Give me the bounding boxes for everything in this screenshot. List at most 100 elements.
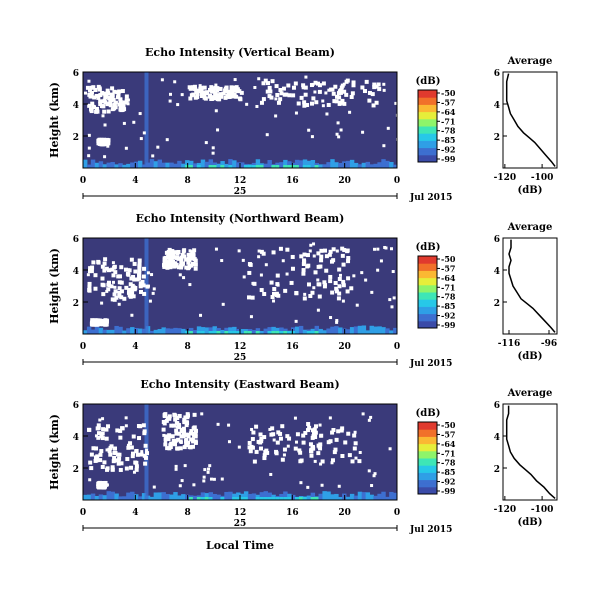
missing-cell <box>96 483 101 488</box>
missing-cell <box>192 412 197 417</box>
average-profile: Average 2 4 6 -116 -96 (dB) <box>494 222 558 362</box>
echo-cell <box>122 330 127 334</box>
echo-cell <box>334 493 339 500</box>
profile-line <box>505 73 556 167</box>
echo-cell <box>287 331 292 334</box>
missing-cell <box>269 432 274 437</box>
missing-cell <box>186 260 191 265</box>
missing-cell <box>142 291 147 296</box>
missing-cell <box>105 289 109 293</box>
missing-cell <box>87 288 92 293</box>
missing-cell <box>372 85 377 90</box>
echo-cell <box>196 497 202 500</box>
x-tick-label: 16 <box>286 342 299 352</box>
echo-cell <box>330 326 335 334</box>
missing-cell <box>361 412 365 416</box>
missing-cell <box>128 290 132 294</box>
missing-cell <box>107 96 112 101</box>
echo-cell <box>114 493 119 500</box>
echo-cell <box>385 328 390 334</box>
missing-cell <box>137 436 142 441</box>
missing-cell <box>189 429 194 434</box>
missing-cell <box>354 456 358 460</box>
missing-cell <box>350 459 355 464</box>
missing-cell <box>308 249 312 253</box>
missing-cell <box>334 286 339 291</box>
colorbar-cell <box>418 158 437 161</box>
colorbar-cell <box>418 288 437 291</box>
missing-cell <box>328 249 333 254</box>
colorbar-cell <box>418 450 437 454</box>
average-profile: Average 2 4 6 -120 -100 (dB) <box>494 388 558 528</box>
missing-cell <box>373 472 377 476</box>
echo-cell <box>279 327 284 334</box>
missing-cell <box>100 276 105 281</box>
missing-cell <box>293 416 297 420</box>
echo-cell <box>291 327 296 334</box>
profile-y-tick-label: 4 <box>494 101 500 111</box>
echo-cell <box>236 497 241 500</box>
missing-cell <box>102 261 107 266</box>
missing-cell <box>333 447 338 452</box>
missing-cell <box>130 313 134 317</box>
x-tick-label: 0 <box>80 176 86 186</box>
missing-cell <box>301 261 306 266</box>
missing-cell <box>318 423 322 427</box>
echo-cell <box>240 162 245 168</box>
echo-cell <box>220 329 225 334</box>
missing-cell <box>357 459 362 464</box>
missing-cell <box>330 290 335 295</box>
missing-cell <box>285 272 289 276</box>
missing-cell <box>131 294 136 299</box>
missing-cell <box>328 416 332 420</box>
missing-cell <box>272 299 276 303</box>
missing-cell <box>262 456 267 461</box>
echo-cell <box>134 161 139 168</box>
colorbar-cell <box>418 429 437 432</box>
colorbar-cell <box>418 149 437 152</box>
missing-cell <box>352 433 357 438</box>
profile-y-tick-label: 4 <box>494 267 500 277</box>
missing-cell <box>336 296 341 301</box>
missing-cell <box>185 443 190 448</box>
missing-cell <box>332 99 337 104</box>
missing-cell <box>101 114 105 118</box>
colorbar-cell <box>418 302 437 306</box>
echo-cell <box>310 331 316 334</box>
missing-cell <box>141 274 146 279</box>
missing-cell <box>210 86 215 91</box>
missing-cell <box>330 430 335 435</box>
echo-cell <box>318 164 323 168</box>
missing-cell <box>258 432 263 437</box>
missing-cell <box>96 95 101 100</box>
missing-cell <box>163 255 168 260</box>
missing-cell <box>271 250 276 255</box>
colorbar-cell <box>418 465 437 468</box>
echo-cell <box>361 162 367 168</box>
missing-cell <box>110 467 115 472</box>
echo-cell <box>216 494 221 500</box>
missing-cell <box>102 318 107 323</box>
colorbar-cell <box>418 326 437 329</box>
missing-cell <box>100 301 104 305</box>
missing-cell <box>188 86 193 91</box>
echo-cell <box>259 492 265 500</box>
missing-cell <box>129 465 134 470</box>
missing-cell <box>179 429 184 434</box>
missing-cell <box>108 100 113 105</box>
missing-cell <box>254 449 259 454</box>
missing-cell <box>312 254 316 258</box>
echo-cell <box>240 497 245 500</box>
missing-cell <box>299 481 303 485</box>
echo-cell <box>149 159 155 168</box>
echo-cell <box>94 495 100 500</box>
missing-cell <box>337 276 342 281</box>
echo-cell <box>330 494 335 500</box>
missing-cell <box>344 79 349 84</box>
missing-cell <box>301 83 306 88</box>
missing-cell <box>328 279 333 284</box>
echo-cell <box>224 331 229 334</box>
echo-cell <box>122 496 127 500</box>
missing-cell <box>275 92 280 97</box>
missing-cell <box>105 140 110 145</box>
